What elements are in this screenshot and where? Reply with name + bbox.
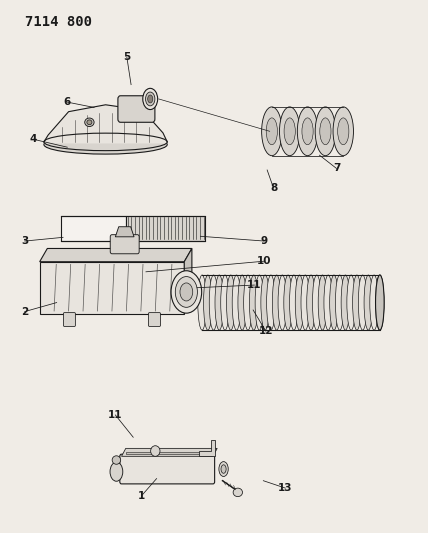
Ellipse shape xyxy=(85,118,94,126)
Ellipse shape xyxy=(221,275,229,330)
Ellipse shape xyxy=(330,275,338,330)
Ellipse shape xyxy=(110,462,123,481)
Ellipse shape xyxy=(143,88,158,110)
Text: 11: 11 xyxy=(108,410,122,420)
Text: 12: 12 xyxy=(259,326,273,336)
Text: 7114 800: 7114 800 xyxy=(25,14,92,29)
Polygon shape xyxy=(116,227,134,237)
Ellipse shape xyxy=(233,488,243,497)
Ellipse shape xyxy=(180,283,193,301)
Ellipse shape xyxy=(87,120,92,125)
Ellipse shape xyxy=(301,275,309,330)
Ellipse shape xyxy=(272,275,281,330)
Text: 7: 7 xyxy=(333,164,340,173)
Ellipse shape xyxy=(44,135,167,154)
Text: 9: 9 xyxy=(261,236,268,246)
FancyBboxPatch shape xyxy=(61,216,126,241)
Polygon shape xyxy=(40,248,192,262)
Ellipse shape xyxy=(358,275,367,330)
Ellipse shape xyxy=(315,107,336,156)
Ellipse shape xyxy=(215,275,223,330)
Ellipse shape xyxy=(238,275,247,330)
FancyBboxPatch shape xyxy=(63,313,75,326)
Polygon shape xyxy=(122,448,217,456)
Ellipse shape xyxy=(375,275,384,330)
Ellipse shape xyxy=(320,118,331,144)
Text: 3: 3 xyxy=(21,236,28,246)
Ellipse shape xyxy=(375,275,384,330)
Ellipse shape xyxy=(148,95,153,103)
Text: 11: 11 xyxy=(247,280,262,290)
Text: 5: 5 xyxy=(123,52,131,62)
Ellipse shape xyxy=(198,275,206,330)
Ellipse shape xyxy=(219,462,228,477)
Ellipse shape xyxy=(295,275,304,330)
Text: 10: 10 xyxy=(257,256,271,266)
Text: 2: 2 xyxy=(21,306,28,317)
Text: 1: 1 xyxy=(138,490,146,500)
Ellipse shape xyxy=(261,275,270,330)
Ellipse shape xyxy=(353,275,361,330)
Text: 8: 8 xyxy=(270,183,277,193)
Ellipse shape xyxy=(267,275,275,330)
Polygon shape xyxy=(126,452,210,454)
Ellipse shape xyxy=(333,107,354,156)
Text: 13: 13 xyxy=(278,483,293,493)
Ellipse shape xyxy=(364,275,373,330)
Ellipse shape xyxy=(341,275,350,330)
Ellipse shape xyxy=(266,118,277,144)
Ellipse shape xyxy=(226,275,235,330)
FancyBboxPatch shape xyxy=(118,96,155,122)
Ellipse shape xyxy=(112,456,121,464)
Polygon shape xyxy=(44,105,167,143)
Polygon shape xyxy=(184,248,192,314)
FancyBboxPatch shape xyxy=(40,262,184,314)
Ellipse shape xyxy=(209,275,218,330)
Ellipse shape xyxy=(255,275,264,330)
FancyBboxPatch shape xyxy=(149,313,160,326)
Ellipse shape xyxy=(324,275,333,330)
Ellipse shape xyxy=(284,275,292,330)
Ellipse shape xyxy=(347,275,356,330)
Ellipse shape xyxy=(338,118,349,144)
Ellipse shape xyxy=(312,275,321,330)
Ellipse shape xyxy=(336,275,344,330)
Ellipse shape xyxy=(204,275,212,330)
Ellipse shape xyxy=(171,271,202,313)
Ellipse shape xyxy=(278,275,287,330)
Ellipse shape xyxy=(307,275,315,330)
Ellipse shape xyxy=(289,275,298,330)
Ellipse shape xyxy=(175,277,197,308)
Ellipse shape xyxy=(370,275,378,330)
Ellipse shape xyxy=(318,275,327,330)
FancyBboxPatch shape xyxy=(120,454,214,484)
Ellipse shape xyxy=(146,92,155,106)
Ellipse shape xyxy=(244,275,252,330)
Ellipse shape xyxy=(302,118,313,144)
Ellipse shape xyxy=(279,107,300,156)
Ellipse shape xyxy=(297,107,318,156)
Polygon shape xyxy=(199,440,215,456)
Ellipse shape xyxy=(151,446,160,456)
FancyBboxPatch shape xyxy=(126,216,205,241)
Ellipse shape xyxy=(221,465,226,473)
Text: 4: 4 xyxy=(30,134,37,144)
Ellipse shape xyxy=(284,118,295,144)
FancyBboxPatch shape xyxy=(110,235,139,254)
Ellipse shape xyxy=(250,275,258,330)
Ellipse shape xyxy=(262,107,282,156)
Ellipse shape xyxy=(232,275,241,330)
Text: 6: 6 xyxy=(64,97,71,107)
